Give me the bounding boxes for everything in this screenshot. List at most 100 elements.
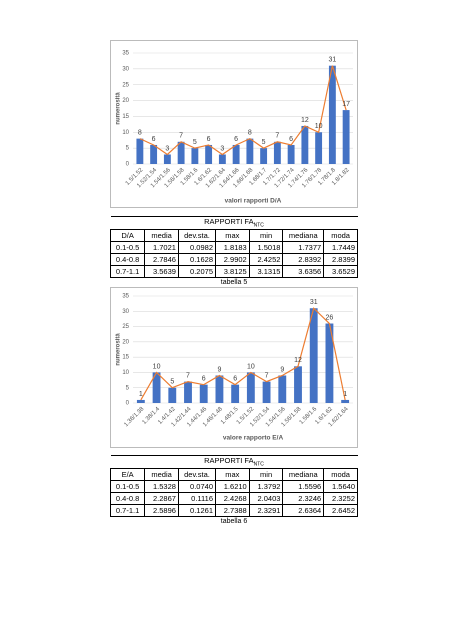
data-label: 12 [301,117,309,124]
cell: 0.0982 [177,240,217,254]
data-label: 8 [138,129,142,136]
data-label: 6 [152,136,156,143]
bar [273,141,281,164]
cell: 0.7-1.1 [109,264,146,278]
cell: 2.8392 [282,252,325,266]
cell: 0.4-0.8 [109,491,146,505]
cell: 2.2867 [144,491,179,505]
x-tick-label: 1.36/1.38 [123,406,145,428]
y-tick-label: 5 [126,385,130,391]
header-cell: D/A [109,228,146,242]
cell: 0.0740 [177,479,217,493]
cell: 1.7021 [144,240,179,254]
data-label: 5 [170,379,174,386]
header-cell: media [144,228,179,242]
header-cell: media [144,467,179,481]
data-label: 8 [248,129,252,136]
data-label: 7 [265,372,269,379]
y-tick-label: 35 [122,51,129,57]
bar [315,132,323,164]
header-cell: min [248,228,284,242]
data-label: 6 [234,136,238,143]
cell: 3.8125 [215,264,250,278]
bar [177,141,185,164]
table-block: RAPPORTI FANTC D/A media dev.sta. max min medi… [109,216,358,286]
bar [309,308,318,403]
cell: 0.4-0.8 [109,252,146,266]
bar [163,154,171,164]
header-cell: mediana [282,228,325,242]
cell: 2.6364 [282,503,325,517]
cell: 1.8183 [215,240,250,254]
data-label: 10 [153,363,161,370]
title-text: RAPPORTI FA [204,217,254,226]
x-axis-title: valore rapporto E/A [223,435,284,442]
bar [341,399,350,403]
header-row: E/A media dev.sta. max min mediana moda [109,467,358,481]
cell: 2.9902 [215,252,250,266]
y-tick-label: 10 [122,130,129,136]
bar [328,65,336,164]
data-label: 17 [342,101,350,108]
bar [246,138,254,164]
cell: 0.1-0.5 [109,479,146,493]
y-tick-label: 35 [122,294,129,300]
table-row: 0.7-1.1 2.5896 0.1261 2.7388 2.3291 2.6364 2.6… [109,503,358,517]
bar [218,154,226,164]
data-label: 31 [310,299,318,306]
table-caption: tabella 5 [220,278,248,286]
trend-line [140,307,346,401]
cell: 2.5896 [144,503,179,517]
data-label: 6 [202,376,206,383]
data-label: 9 [217,366,221,373]
bar [184,381,192,403]
cell: 0.1116 [177,491,217,505]
data-label: 1 [139,391,143,398]
cell: 0.1-0.5 [109,240,146,254]
cell: 2.0403 [248,491,284,505]
cell: 2.4268 [215,491,250,505]
bar [294,366,302,403]
bar [152,372,161,403]
table-title: RAPPORTI FANTC [110,216,358,230]
cell: 0.2075 [177,264,217,278]
header-cell: moda [323,467,358,481]
data-label: 6 [233,376,237,383]
data-label: 10 [315,123,323,130]
cell: 2.3252 [323,491,358,505]
header-cell: max [215,467,250,481]
bar [278,375,287,403]
bar [262,381,271,403]
cell: 1.3792 [248,479,284,493]
header-row: D/A media dev.sta. max min mediana moda [109,228,358,242]
table-row: 0.4-0.8 2.7846 0.1628 2.9902 2.4252 2.8392 2.8… [109,252,358,266]
cell: 0.1628 [177,252,217,266]
bar [136,138,144,164]
cell: 2.8399 [323,252,358,266]
table-row: 0.4-0.8 2.2867 0.1116 2.4268 2.0403 2.3246 2.3… [109,491,358,505]
cell: 1.7377 [282,240,325,254]
data-label: 7 [179,133,183,140]
header-cell: E/A [109,467,146,481]
cell: 1.7449 [323,240,358,254]
bar [231,384,240,403]
bar [215,375,224,403]
bar [287,144,295,164]
table: RAPPORTI FANTC E/A media dev.sta. max min medi… [109,455,358,517]
table-title: RAPPORTI FANTC [110,455,358,469]
bar [205,144,213,164]
cell: 0.1261 [177,503,217,517]
data-label: 5 [262,139,266,146]
bar [325,323,334,403]
bar [199,384,208,403]
trend-line [139,65,347,156]
data-label: 10 [247,363,255,370]
y-tick-label: 25 [122,324,129,330]
header-cell: dev.sta. [177,467,217,481]
cell: 1.5596 [282,479,325,493]
cell: 0.7-1.1 [109,503,146,517]
y-tick-label: 30 [122,66,129,72]
y-axis-title: numerosità [116,92,122,125]
table-block: RAPPORTI FANTC E/A media dev.sta. max min medi… [109,455,358,525]
